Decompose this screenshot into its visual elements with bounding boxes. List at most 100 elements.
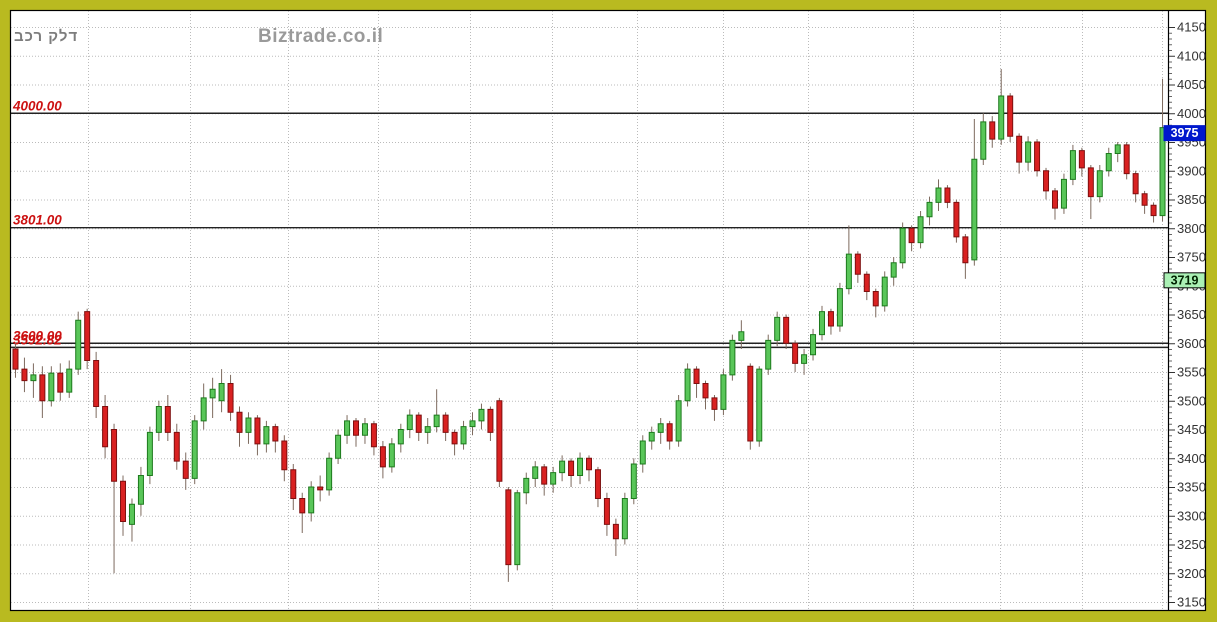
candle-body	[496, 400, 503, 482]
candle-body	[792, 342, 799, 364]
axis-label: 3800	[1177, 221, 1206, 236]
candle-body	[487, 408, 494, 433]
candle-body	[460, 426, 467, 445]
candle-body	[639, 440, 646, 465]
candle-body	[254, 417, 261, 445]
candle-body	[21, 368, 28, 382]
axis-label: 4050	[1177, 77, 1206, 92]
alert-line-label: 4000.00	[12, 98, 62, 113]
axis-label: 3200	[1177, 566, 1206, 581]
candle-body	[783, 316, 790, 344]
candle-body	[935, 187, 942, 203]
candle-body	[675, 400, 682, 442]
candle-body	[245, 417, 252, 433]
candle-body	[971, 158, 978, 261]
candle-body	[1060, 178, 1067, 209]
candle-body	[137, 475, 144, 505]
candle-body	[648, 431, 655, 442]
candle-body	[568, 460, 575, 476]
candle-body	[406, 414, 413, 430]
candle-body	[621, 498, 628, 540]
candle-body	[514, 492, 521, 566]
alert-line-label: 3600.00	[13, 328, 62, 343]
candle-body	[810, 334, 817, 356]
candle-body	[200, 397, 207, 422]
candle-body	[1051, 190, 1058, 209]
candle-body	[388, 443, 395, 468]
candle-body	[729, 339, 736, 376]
candle-body	[57, 372, 64, 393]
candle-body	[326, 457, 333, 491]
candle-body	[128, 503, 135, 525]
candle-body	[344, 420, 351, 436]
candle-body	[1034, 141, 1041, 172]
axis-label: 3350	[1177, 480, 1206, 495]
candle-body	[765, 339, 772, 370]
candle-body	[442, 414, 449, 433]
candle-body	[756, 368, 763, 442]
candle-body	[684, 368, 691, 402]
candle-body	[317, 486, 324, 491]
candle-body	[899, 227, 906, 264]
candle-body	[424, 426, 431, 433]
candle-body	[1159, 127, 1166, 217]
axis-label: 3900	[1177, 163, 1206, 178]
candle-body	[603, 498, 610, 525]
axis-label: 3650	[1177, 307, 1206, 322]
candle-body	[630, 463, 637, 499]
candle-body	[711, 397, 718, 410]
candle-body	[559, 460, 566, 474]
axis-label: 3500	[1177, 393, 1206, 408]
candle-body	[998, 95, 1005, 140]
site-watermark: Biztrade.co.il	[258, 26, 384, 47]
candle-body	[102, 406, 109, 448]
candle-body	[353, 420, 360, 436]
candle-body	[227, 383, 234, 413]
candle-body	[1096, 170, 1103, 198]
candle-body	[433, 414, 440, 428]
candle-body	[290, 469, 297, 499]
candle-body	[1132, 173, 1139, 195]
candle-body	[845, 253, 852, 290]
candle-body	[854, 253, 861, 275]
price-tag-label: 3719	[1171, 273, 1199, 287]
axis-label: 3450	[1177, 422, 1206, 437]
candle-body	[550, 472, 557, 485]
candle-body	[478, 408, 485, 422]
axis-label: 3600	[1177, 336, 1206, 351]
axis-label: 3550	[1177, 365, 1206, 380]
instrument-title: דלק רכב	[14, 28, 79, 45]
candle-body	[657, 423, 664, 433]
candle-body	[263, 426, 270, 445]
candle-body	[39, 374, 46, 402]
candle-body	[1114, 144, 1121, 154]
axis-label: 4100	[1177, 48, 1206, 63]
candle-body	[1141, 193, 1148, 206]
candle-body	[12, 348, 19, 370]
candle-body	[747, 365, 754, 442]
candle-body	[84, 311, 91, 361]
candle-body	[827, 311, 834, 327]
candle-body	[173, 431, 180, 462]
candle-body	[370, 423, 377, 448]
candle-body	[451, 431, 458, 445]
candle-body	[890, 262, 897, 278]
candle-body	[191, 420, 198, 479]
candle-body	[926, 201, 933, 218]
alert-line-label: 3801.00	[13, 213, 62, 228]
candle-body	[1007, 95, 1014, 137]
axis-label: 4150	[1177, 20, 1206, 35]
candle-body	[66, 368, 73, 393]
candle-body	[720, 374, 727, 410]
candle-body	[182, 460, 189, 479]
candle-body	[541, 466, 548, 485]
candle-body	[111, 429, 118, 482]
candle-body	[299, 498, 306, 514]
candle-body	[236, 411, 243, 433]
candle-body	[1087, 167, 1094, 198]
candle-body	[155, 406, 162, 433]
candle-body	[666, 423, 673, 442]
price-tag-label: 3975	[1171, 126, 1199, 140]
axis-label: 4000	[1177, 106, 1206, 121]
candle-body	[738, 331, 745, 341]
